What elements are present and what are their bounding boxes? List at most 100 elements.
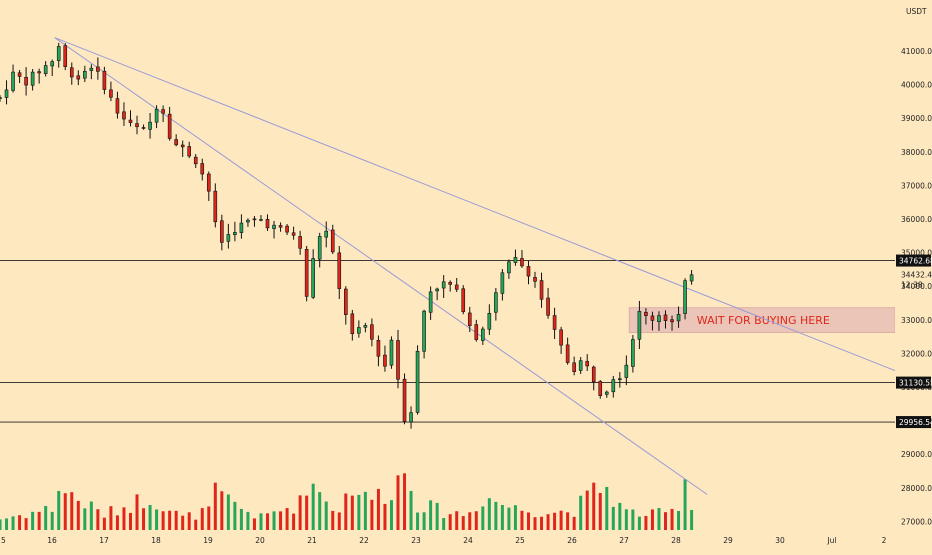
candle-body [591,366,596,383]
volume-bar [611,506,615,530]
x-tick-label: 27 [619,536,629,545]
trendline [54,37,708,495]
candle-body [565,344,570,363]
x-tick-label: 5 [1,536,6,545]
candle-body [200,163,205,175]
y-tick-label: 29000.00 [901,450,932,459]
candle-body [533,277,537,282]
volume-bar [128,512,132,530]
candle-body [572,362,576,372]
volume-bar [650,509,654,530]
candle-body [676,314,681,322]
candle-body [389,339,394,366]
candle-body [650,315,655,321]
volume-bar [507,507,511,530]
candle-body [89,67,94,71]
volume-bar [285,508,289,530]
volume-bar [233,501,237,530]
volume-bar [520,510,524,530]
candle-body [43,65,48,74]
candle-body [343,288,348,315]
volume-bar [579,495,583,530]
level-price-tag [896,416,931,429]
candle-body [128,119,133,123]
candle-body [670,319,674,323]
volume-bar [461,516,465,530]
volume-bar [690,509,694,530]
candle-body [637,311,642,340]
candle-body [624,364,629,378]
volume-bar [442,518,446,530]
volume-bars [0,473,694,530]
volume-bar [115,515,119,530]
y-tick-label: 33000.00 [901,316,932,325]
volume-bar [435,502,439,530]
candle-body [422,310,426,352]
level-price-label: 31130.55 [899,379,932,388]
x-tick-label: Jul [826,536,836,545]
x-tick-label: 25 [515,536,525,545]
volume-bar [5,518,9,530]
candle-body [317,236,322,260]
volume-bar [468,512,472,530]
volume-bar [102,517,106,530]
candle-body [467,312,472,327]
volume-bar [318,492,322,530]
time-axis: 5 16 17 18 19 20 21 22 23 24 25 26 27 28 29 30 Jul 2 [1,536,887,545]
y-tick-label: 37000.00 [901,181,932,190]
x-tick-label: 30 [775,536,785,545]
volume-bar [474,511,478,530]
volume-bar [161,511,165,530]
candle-body [526,266,531,277]
volume-bar [677,510,681,530]
candle-body [76,75,81,80]
x-tick-label: 17 [99,536,109,545]
volume-bar [455,511,459,530]
price-axis: 27000.0028000.0029000.0030000.0031000.00… [895,0,932,550]
candle-body [644,311,648,316]
volume-bar [494,501,498,530]
volume-bar [585,490,589,530]
candle-body [578,360,583,371]
volume-bar [213,482,217,530]
candle-body [141,127,146,129]
y-tick-label: 34000.00 [901,282,932,291]
candle-body [96,66,100,72]
volume-bar [259,513,263,530]
volume-bar [63,493,67,530]
candle-body [193,156,198,165]
volume-bar [546,514,550,530]
last-price-label: 34432.47 [901,271,932,280]
candle-body [324,230,329,238]
volume-bar [0,519,2,530]
volume-bar [311,483,315,530]
candle-body [513,257,518,263]
candle-body [546,297,550,316]
volume-bar [194,519,198,530]
volume-bar [266,513,270,530]
candle-body [135,123,139,128]
candle-body [102,70,107,90]
candle-body [552,315,557,330]
candle-body [122,111,126,120]
volume-bar [155,509,159,530]
volume-bar [526,512,530,530]
candle-body [409,412,413,423]
candle-body [161,109,165,114]
candle-body [689,274,694,282]
volume-bar [187,512,191,530]
volume-bar [605,486,609,530]
candle-body [507,261,511,274]
candle-body [206,173,211,192]
volume-bar [598,492,602,530]
volume-bar [513,505,517,530]
candle-body [611,379,616,393]
x-tick-label: 16 [47,536,57,545]
candle-body [187,146,192,157]
volume-bar [305,495,309,530]
candle-body [259,219,263,221]
volume-bar [220,491,224,530]
candle-body [83,70,87,79]
